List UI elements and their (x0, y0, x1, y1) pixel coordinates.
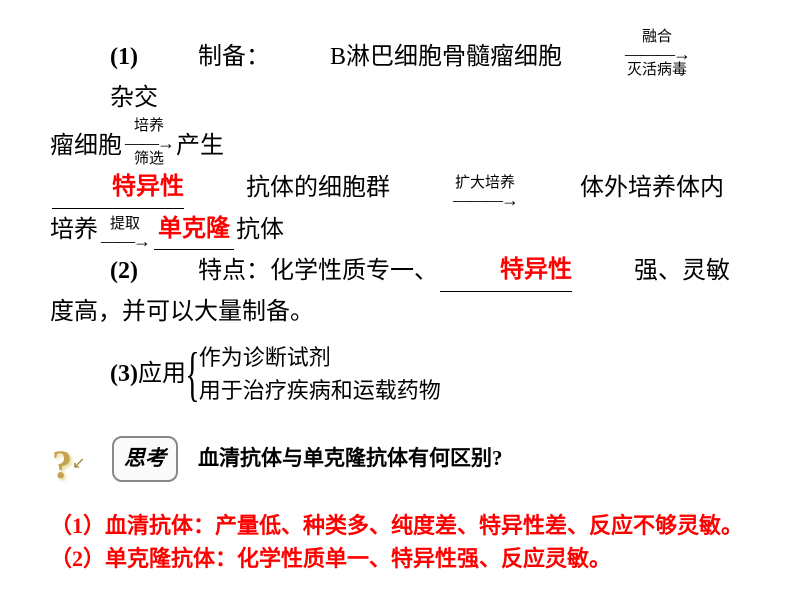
blank-monoclonal: 单克隆 (154, 209, 234, 251)
cells-text: B淋巴细胞骨髓瘤细胞 (270, 37, 562, 78)
blank-specific: 特异性 (52, 167, 184, 209)
answer-1: （1）血清抗体：产量低、种类多、纯度差、特异性差、反应不够灵敏。 (50, 513, 743, 538)
section-3-label: (3)应用 (50, 354, 186, 395)
document-content: (1) 制备： B淋巴细胞骨髓瘤细胞 融合 ———→ 灭活病毒 杂交 瘤细胞 培… (50, 30, 744, 575)
arrow-fusion: 融合 ———→ 灭活病毒 (565, 30, 689, 78)
brace-icon: { (185, 344, 199, 404)
section-2-label: (2) (50, 251, 138, 292)
section-3: (3)应用 { 作为诊断试剂 用于治疗疾病和运载药物 (50, 341, 744, 407)
answer-block: （1）血清抗体：产量低、种类多、纯度差、特异性差、反应不够灵敏。 （2）单克隆抗… (50, 509, 744, 575)
hybrid-text: 杂交 (50, 78, 158, 119)
blank-specific2: 特异性 (440, 250, 572, 292)
antibody-text: 抗体 (236, 210, 284, 251)
prep-text: 制备： (138, 37, 270, 78)
produce-text: 产生 (176, 126, 224, 167)
arrow-extract: 提取 ——→ (101, 217, 149, 250)
rest-text: 强、灵敏 (574, 251, 730, 292)
section-1-line2: 瘤细胞 培养 ——→ 筛选 产生 (50, 119, 744, 167)
section-1-label: (1) (50, 37, 138, 78)
section-2-line1: (2) 特点：化学性质专一、 特异性 强、灵敏 (50, 250, 744, 292)
think-question: 血清抗体与单克隆抗体有何区别? (198, 441, 503, 477)
in-vitro-text: 体外培养体内 (520, 168, 724, 209)
section-1-line1: (1) 制备： B淋巴细胞骨髓瘤细胞 融合 ———→ 灭活病毒 杂交 (50, 30, 744, 119)
think-row: ? ↙ 思考 血清抗体与单克隆抗体有何区别? (50, 435, 744, 483)
brace-content: 作为诊断试剂 用于治疗疾病和运载药物 (199, 341, 441, 407)
arrow-expand: 扩大培养 ———→ (393, 176, 517, 209)
answer-2: （2）单克隆抗体：化学性质单一、特异性强、反应灵敏。 (50, 546, 611, 571)
question-mark-icon: ? ↙ (50, 435, 92, 483)
section-1-line3: 特异性 抗体的细胞群 扩大培养 ———→ 体外培养体内 (50, 167, 744, 209)
section-2-line2: 度高，并可以大量制备。 (50, 292, 744, 333)
antibody-group: 抗体的细胞群 (186, 168, 390, 209)
char-text: 特点：化学性质专一、 (138, 251, 438, 292)
culture-text: 培养 (50, 210, 98, 251)
apply-item-1: 作为诊断试剂 (199, 341, 441, 374)
rest2-text: 度高，并可以大量制备。 (50, 292, 314, 333)
think-badge: 思考 (112, 436, 178, 482)
tumor-cells: 瘤细胞 (50, 126, 122, 167)
section-1-line4: 培养 提取 ——→ 单克隆 抗体 (50, 209, 744, 251)
apply-item-2: 用于治疗疾病和运载药物 (199, 374, 441, 407)
arrow-culture: 培养 ——→ 筛选 (125, 119, 173, 167)
